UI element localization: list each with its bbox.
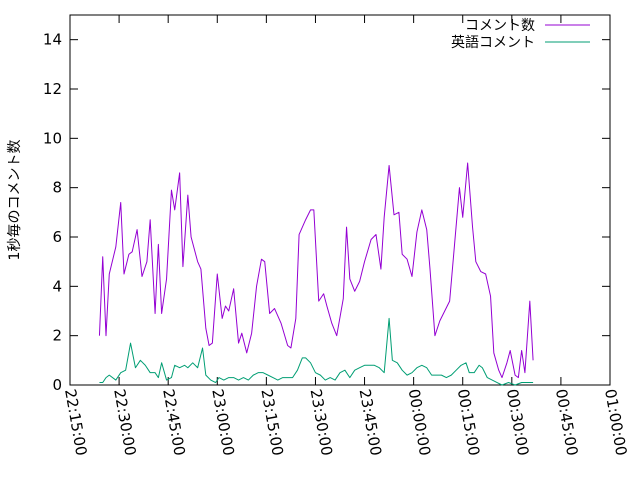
x-tick-label: 23:15:00 — [257, 388, 286, 457]
y-axis-title: 1秒毎のコメント数 — [7, 140, 23, 261]
plot-border — [69, 14, 611, 386]
x-tick-label: 22:45:00 — [159, 388, 188, 457]
x-tick-label: 22:15:00 — [61, 388, 90, 457]
series-line-2 — [99, 317, 534, 386]
axes-group: 0 2 4 6 8 10 12 14 22:15:00 22:30:00 22:45:00 23:00… — [43, 14, 630, 457]
y-tick-label: 12 — [43, 80, 62, 98]
x-tick-label: 23:45:00 — [356, 388, 385, 457]
y-tick-label: 10 — [43, 129, 62, 147]
x-tick-label: 23:00:00 — [208, 388, 237, 457]
x-tick-label: 00:30:00 — [503, 388, 532, 457]
y-tick-label: 6 — [52, 228, 62, 246]
x-tick-label: 22:30:00 — [110, 388, 139, 457]
x-tick-label: 00:00:00 — [405, 388, 434, 457]
series-group — [98, 162, 534, 386]
y-tick-label: 0 — [52, 376, 62, 394]
y-tick-label: 2 — [52, 327, 62, 345]
x-tick-label: 00:45:00 — [552, 388, 581, 457]
x-tick-label: 00:15:00 — [454, 388, 483, 457]
series-line-1 — [98, 162, 534, 379]
x-tick-label: 01:00:00 — [601, 388, 630, 457]
y-tick-label: 8 — [52, 179, 62, 197]
y-tick-label: 14 — [43, 31, 62, 49]
legend-label-1: コメント数 — [465, 18, 535, 34]
x-tick-label: 23:30:00 — [307, 388, 336, 457]
y-tick-label: 4 — [52, 277, 62, 295]
legend-label-2: 英語コメント — [451, 34, 535, 51]
